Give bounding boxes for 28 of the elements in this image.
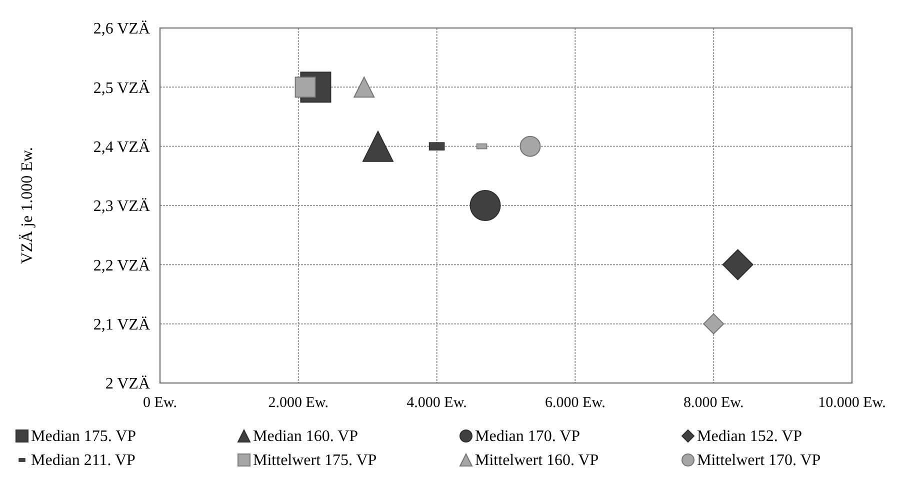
legend-label: Mittelwert 170. VP bbox=[697, 452, 821, 469]
y-tick-label: 2,6 VZÄ bbox=[93, 20, 150, 38]
point bbox=[362, 130, 394, 162]
y-tick-label: 2,5 VZÄ bbox=[93, 80, 150, 97]
x-tick-label: 2.000 Ew. bbox=[268, 395, 329, 411]
y-axis-title: VZÄ je 1.000 Ew. bbox=[19, 147, 36, 264]
x-tick-label: 4.000 Ew. bbox=[406, 395, 467, 411]
y-tick-label: 2,3 VZÄ bbox=[93, 198, 150, 216]
x-tick-label: 10.000 Ew. bbox=[818, 395, 886, 411]
legend-label: Median 211. VP bbox=[31, 452, 136, 469]
x-tick-label: 8.000 Ew. bbox=[683, 395, 744, 411]
legend-label: Median 152. VP bbox=[697, 428, 802, 445]
legend-label: Mittelwert 160. VP bbox=[475, 452, 599, 469]
y-tick-label: 2,4 VZÄ bbox=[93, 138, 150, 156]
point bbox=[520, 136, 541, 157]
point bbox=[722, 249, 754, 280]
y-tick-label: 2 VZÄ bbox=[105, 376, 150, 393]
legend-label: Median 160. VP bbox=[253, 428, 358, 445]
legend-label: Median 170. VP bbox=[475, 428, 580, 445]
point bbox=[354, 76, 375, 98]
x-tick-label: 0 Ew. bbox=[142, 395, 178, 411]
point bbox=[470, 190, 501, 221]
legend-label: Mittelwert 175. VP bbox=[253, 452, 377, 469]
legend-label: Median 175. VP bbox=[31, 428, 136, 445]
y-tick-label: 2,1 VZÄ bbox=[93, 316, 150, 334]
y-tick-label: 2,2 VZÄ bbox=[93, 257, 150, 274]
point bbox=[703, 313, 724, 334]
x-tick-label: 6.000 Ew. bbox=[545, 395, 606, 411]
